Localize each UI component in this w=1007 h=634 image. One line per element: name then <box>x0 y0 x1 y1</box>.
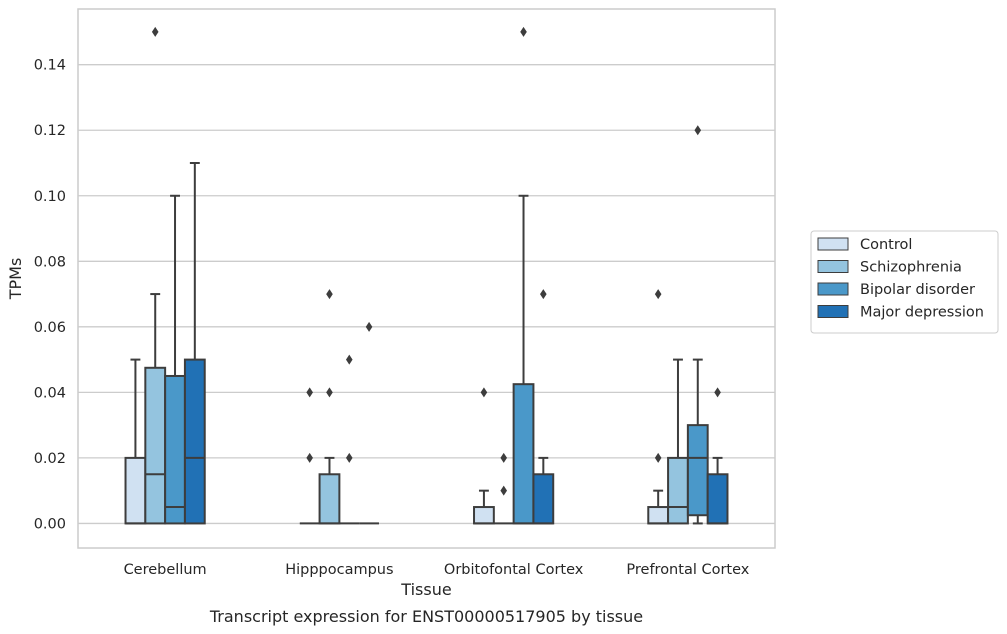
outlier-point <box>480 387 488 398</box>
outlier-point <box>654 289 662 300</box>
x-tick-label: Cerebellum <box>124 562 207 578</box>
box-control <box>299 387 320 525</box>
x-tick-label: Hipppocampus <box>285 562 393 578</box>
outlier-point <box>540 289 547 300</box>
outlier-point <box>326 387 333 398</box>
legend-label: Bipolar disorder <box>860 282 975 298</box>
x-tick-labels: Cerebellum Hipppocampus Orbitofontal Corte… <box>124 562 750 578</box>
box-iqr <box>667 456 689 525</box>
box-iqr <box>318 473 341 525</box>
box-iqr <box>532 473 555 525</box>
legend-label: Control <box>860 237 912 253</box>
legend-frame <box>810 230 999 334</box>
outlier-point <box>365 321 373 332</box>
outlier-point <box>714 387 721 398</box>
box-iqr <box>512 383 535 525</box>
box-bipolar-disorder <box>339 354 360 525</box>
outlier-point <box>326 289 333 300</box>
box-major-depression <box>532 289 555 525</box>
outlier-point <box>500 452 508 463</box>
outlier-point <box>345 354 353 365</box>
y-tick-label: 0.00 <box>34 516 66 532</box>
plot-frame <box>77 8 776 549</box>
x-axis-label: Tissue <box>400 580 451 599</box>
y-tick-label: 0.12 <box>34 123 66 139</box>
legend-swatch <box>817 305 849 318</box>
y-tick-label: 0.06 <box>34 320 66 336</box>
outlier-point <box>694 125 702 136</box>
chart-caption: Transcript expression for ENST0000051790… <box>209 607 643 626</box>
box-control <box>473 387 495 525</box>
box-groups <box>124 26 729 525</box>
box-iqr <box>706 473 729 525</box>
box-control <box>647 289 670 525</box>
y-tick-label: 0.10 <box>34 189 66 205</box>
legend: Control Schizophrenia Bipolar disorder Majo… <box>810 230 999 334</box>
box-iqr <box>686 424 709 517</box>
box-major-depression <box>706 387 729 525</box>
outlier-point <box>654 452 662 463</box>
box-iqr <box>647 506 670 525</box>
box-iqr <box>164 374 186 525</box>
y-tick-label: 0.04 <box>34 385 66 401</box>
outlier-point <box>520 26 527 37</box>
legend-swatch <box>817 282 849 296</box>
box-bipolar-disorder <box>164 194 186 525</box>
box-iqr <box>144 366 167 525</box>
box-bipolar-disorder <box>512 26 535 525</box>
legend-label: Major depression <box>860 305 984 321</box>
y-tick-labels: 0.00 0.02 0.04 0.06 0.08 0.10 0.12 0.14 <box>34 58 66 533</box>
box-iqr <box>473 506 495 525</box>
box-iqr <box>183 358 206 525</box>
legend-label: Schizophrenia <box>860 260 962 276</box>
y-tick-label: 0.08 <box>34 254 66 270</box>
legend-swatch <box>817 260 849 273</box>
box-schizophrenia <box>667 358 689 525</box>
box-control <box>124 358 147 525</box>
y-axis-label: TPMs <box>6 258 25 301</box>
legend-swatch <box>817 237 849 251</box>
outlier-point <box>151 26 159 37</box>
x-tick-label: Orbitofontal Cortex <box>444 562 584 578</box>
outlier-point <box>500 485 508 496</box>
y-tick-label: 0.02 <box>34 451 66 467</box>
box-schizophrenia <box>318 289 341 525</box>
box-major-depression <box>183 162 206 525</box>
outlier-point <box>345 452 353 463</box>
box-schizophrenia <box>493 452 514 525</box>
box-major-depression <box>359 321 379 525</box>
box-bipolar-disorder <box>686 125 709 525</box>
box-schizophrenia <box>144 26 167 525</box>
y-tick-label: 0.14 <box>34 58 66 74</box>
box-iqr <box>124 456 147 525</box>
outlier-point <box>306 452 313 463</box>
x-tick-label: Prefrontal Cortex <box>626 562 749 578</box>
outlier-point <box>306 387 313 398</box>
